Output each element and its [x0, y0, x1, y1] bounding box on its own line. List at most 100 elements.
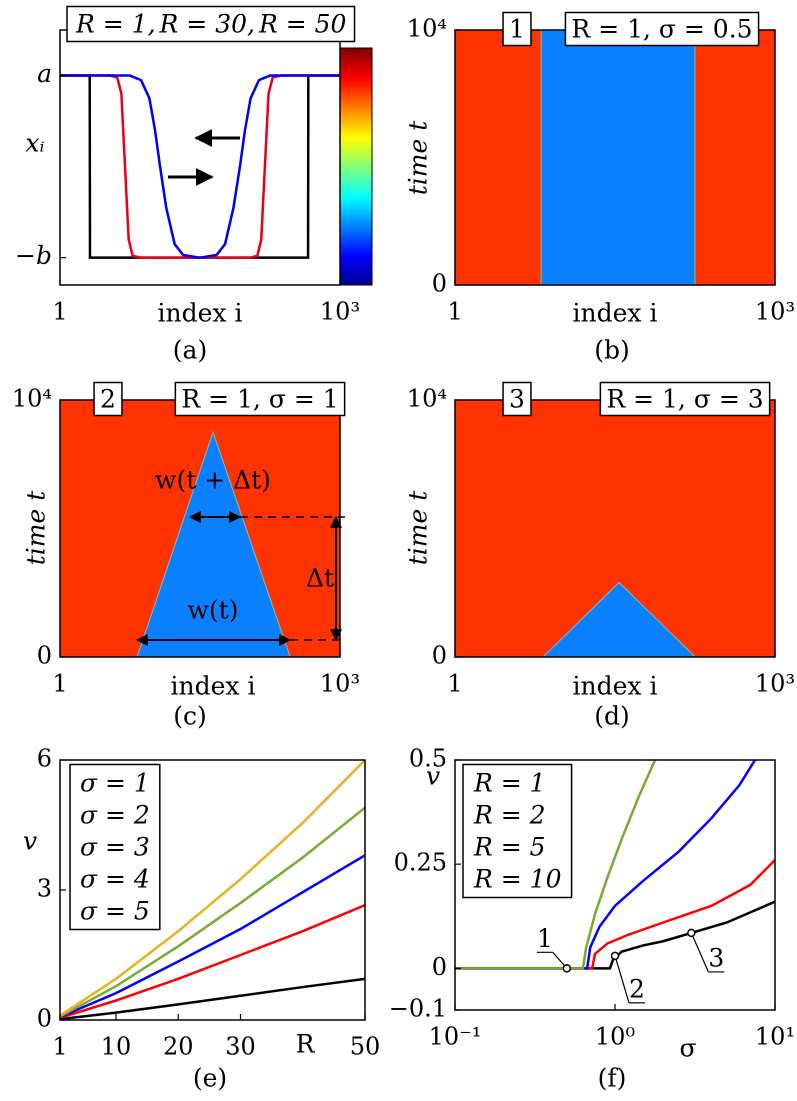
axes-frame — [59, 29, 341, 286]
x-tick-label: 10 — [101, 1033, 132, 1061]
legend-entry: R = 2 — [473, 801, 546, 830]
legend-entry: R = 5 — [473, 833, 546, 862]
x-tick-label: 1 — [52, 670, 67, 698]
x-axis-label: index i — [573, 672, 658, 701]
legend: R = 1, R = 30, R = 50 — [66, 5, 356, 43]
panel-label: 2 — [100, 385, 116, 414]
x-tick-label: 1 — [52, 298, 67, 326]
legend-entry: σ = 4 — [80, 865, 150, 894]
legend-entry: R = 50 — [258, 10, 347, 39]
x-tick-label: 1 — [447, 670, 462, 698]
line — [60, 759, 365, 1017]
line — [455, 759, 657, 970]
marker — [610, 951, 620, 961]
panel: 1 10³ 0 10⁴ index i time t (d) 3 R = 1, σ = 3 — [404, 381, 795, 731]
marker — [687, 928, 696, 938]
y-tick-label: 0.25 — [394, 849, 447, 877]
line — [60, 74, 340, 259]
line — [455, 900, 775, 970]
y-tick-label: 10⁴ — [407, 385, 447, 413]
panel-label: R = 1, σ = 0.5 — [571, 15, 752, 44]
x-tick-label: 10¹ — [755, 1023, 795, 1051]
y-tick-label: 0 — [432, 270, 447, 298]
colorbar — [339, 47, 373, 286]
line — [60, 854, 365, 1019]
annotation-arrows — [135, 511, 345, 646]
line — [455, 759, 757, 970]
region — [540, 29, 696, 286]
y-axis-label: time t — [22, 490, 51, 565]
panel-label: R = 1, σ = 1 — [181, 385, 338, 414]
legend-entry: R = 1, — [75, 10, 156, 39]
panel-label: 3 — [509, 385, 525, 414]
y-axis-label: xᵢ — [25, 129, 44, 158]
marker-label: 3 — [708, 943, 724, 972]
marker — [562, 964, 572, 973]
x-tick-label: 10⁰ — [595, 1023, 635, 1051]
y-tick-label: 0 — [432, 642, 447, 670]
line — [60, 904, 365, 1020]
y-tick-label: 0.5 — [409, 745, 447, 773]
leader-line — [614, 955, 630, 1004]
line — [60, 806, 365, 1018]
legend-box — [66, 5, 356, 43]
panel-label: 1 — [509, 15, 525, 44]
x-tick-label: 10³ — [320, 298, 360, 326]
caption: (a) — [173, 336, 207, 365]
label-box — [502, 11, 532, 47]
legend-entry: σ = 2 — [80, 801, 150, 830]
annotation: w(t + Δt) — [155, 466, 271, 495]
annotation: Δt — [306, 564, 334, 593]
caption: (b) — [594, 336, 630, 365]
x-axis-label: σ — [679, 1034, 696, 1063]
caption: (d) — [594, 702, 630, 731]
y-tick-label: 10⁴ — [407, 15, 447, 43]
label-box — [93, 381, 123, 417]
legend-box — [462, 763, 573, 899]
y-tick-label: 3 — [37, 875, 52, 903]
legend-entry: R = 30, — [159, 10, 255, 39]
x-tick-label: 20 — [163, 1033, 194, 1061]
y-tick-label: −0.1 — [389, 995, 447, 1023]
caption: (e) — [193, 1064, 227, 1093]
y-axis-label: time t — [404, 490, 433, 565]
label-box — [599, 381, 771, 417]
line — [60, 74, 340, 259]
y-tick-label: a — [37, 59, 52, 88]
caption: (f) — [598, 1064, 627, 1093]
y-tick-label: 6 — [37, 745, 52, 773]
leader-line — [690, 932, 709, 973]
panel: 10⁻¹ 10⁰ 10¹ −0.1 0 0.25 0.5 σ v (f) R = 1 R = 2 R =… — [389, 745, 795, 1093]
marker-label: 1 — [537, 924, 553, 953]
legend: R = 1 R = 2 R = 5 R = 10 — [462, 763, 573, 899]
legend-box — [69, 763, 161, 931]
y-tick-label: 0 — [37, 1005, 52, 1033]
x-tick-label: 10³ — [320, 670, 360, 698]
x-tick-label: 10⁻¹ — [429, 1023, 482, 1051]
legend-entry: R = 1 — [473, 769, 546, 798]
y-axis-label: time t — [404, 120, 433, 195]
label-box — [564, 11, 760, 47]
x-tick-label: 50 — [350, 1033, 381, 1061]
panel: 1 10³ 0 10⁴ index i time t (c) 2 R = 1, σ = 1 w(t… — [12, 381, 360, 731]
y-tick-label: −b — [15, 241, 52, 270]
line — [60, 977, 365, 1021]
y-tick-label: 0 — [37, 642, 52, 670]
x-axis-label: index i — [158, 299, 243, 328]
label-box — [502, 381, 532, 417]
line — [455, 859, 775, 970]
panel-label: R = 1, σ = 3 — [606, 385, 763, 414]
marker-label: 2 — [629, 974, 645, 1003]
x-tick-label: 1 — [52, 1033, 67, 1061]
x-axis-label: index i — [171, 672, 256, 701]
y-tick-label: 0 — [432, 953, 447, 981]
x-axis-label: index i — [573, 299, 658, 328]
panel: 1 10³ a −b index i xᵢ (a) R = 1, R = 30, R = 50 — [15, 5, 360, 365]
y-axis-label: v — [23, 827, 37, 856]
x-tick-label: 10³ — [755, 298, 795, 326]
x-axis-label: R — [296, 1030, 316, 1059]
line — [60, 74, 340, 259]
y-axis-label: v — [426, 762, 440, 791]
